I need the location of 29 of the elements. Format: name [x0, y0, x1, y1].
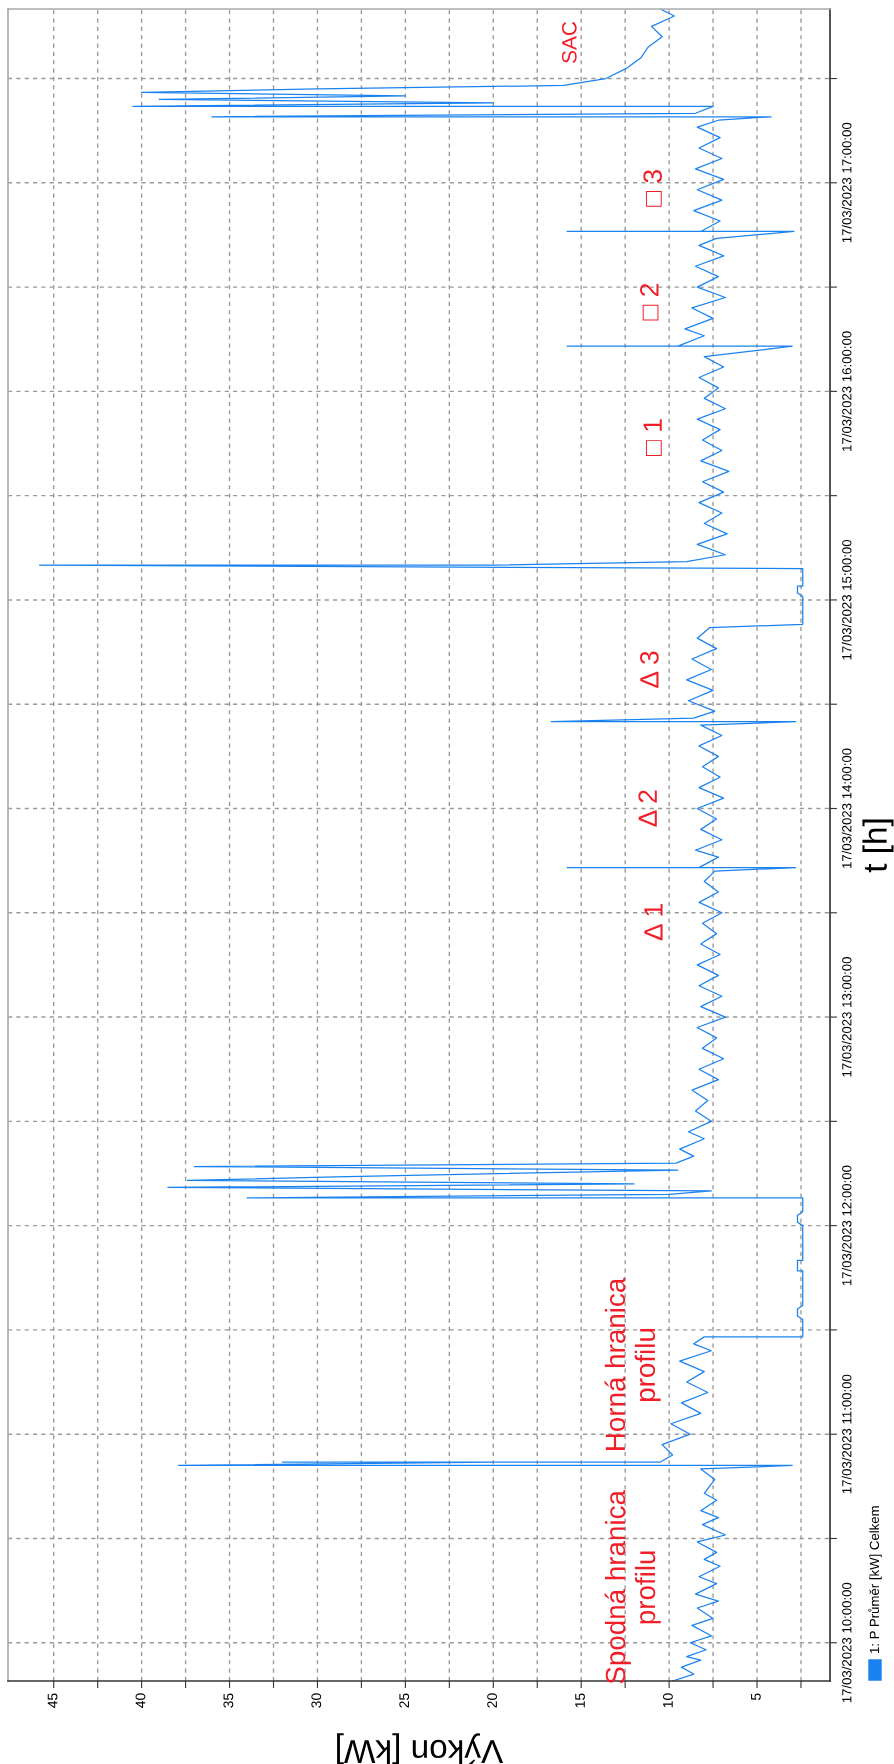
y-tick-label: 17/03/2023 11:00:00 [841, 1374, 852, 1494]
x-tick-label: 30 [311, 1693, 322, 1708]
annotation: □ 1 [643, 419, 662, 456]
y-tick-label: 17/03/2023 13:00:00 [841, 957, 852, 1077]
x-tick-label: 35 [223, 1693, 234, 1708]
annotation: Spodná hranica profilu [604, 1490, 661, 1684]
x-axis-title: Výkon [kW] [337, 1733, 504, 1764]
annotation: Δ 2 [638, 790, 657, 827]
annotation: Δ 3 [640, 651, 659, 688]
text: 1: P Průměr [kW] Celkem [868, 1506, 882, 1653]
y-tick-label: 17/03/2023 16:00:00 [841, 331, 852, 451]
x-tick-label: 10 [663, 1693, 673, 1708]
x-tick-label: 15 [575, 1693, 585, 1708]
annotation: □ 2 [640, 283, 659, 321]
annotation: □ 3 [643, 170, 662, 207]
y-tick-label: 17/03/2023 15:00:00 [841, 539, 852, 660]
y-tick-label: 17/03/2023 14:00:00 [841, 748, 852, 869]
y-tick-label: 17/03/2023 12:00:00 [841, 1165, 852, 1286]
y-axis-title: t [h] [862, 819, 894, 873]
annotation: Δ 1 [644, 904, 663, 941]
y-tick-label: 17/03/2023 17:00:00 [841, 122, 852, 243]
annotation: Horná hranica profilu [604, 1277, 661, 1450]
x-tick-label: 45 [47, 1693, 58, 1708]
x-tick-label: 25 [399, 1693, 410, 1708]
x-tick-label: 20 [487, 1693, 498, 1708]
x-tick-label: 40 [135, 1693, 146, 1708]
y-tick-label: 17/03/2023 10:00:00 [841, 1582, 852, 1703]
annotation: SAC [561, 21, 577, 63]
x-tick-label: 5 [751, 1693, 761, 1700]
